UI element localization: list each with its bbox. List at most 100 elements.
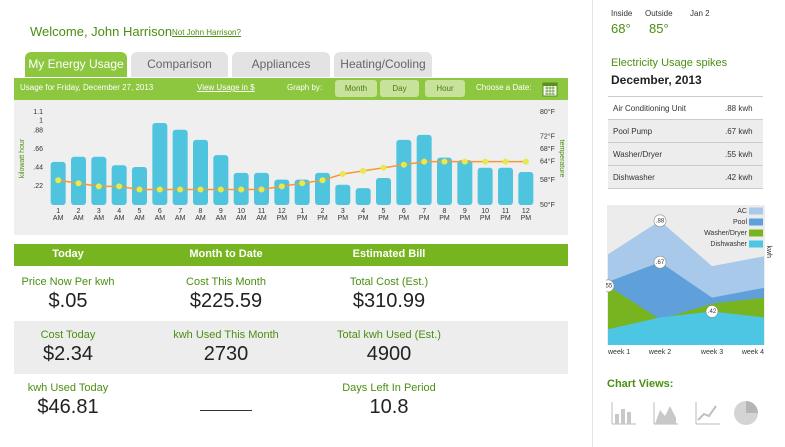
temperature-point bbox=[278, 183, 285, 190]
temperature-point bbox=[319, 177, 326, 184]
temperature-point bbox=[360, 167, 367, 174]
value-bubble bbox=[653, 214, 667, 228]
temperature-point bbox=[461, 158, 468, 165]
spike-name: Pool Pump bbox=[613, 127, 653, 136]
summary-header bbox=[14, 244, 568, 266]
y2-tick-label: 80°F bbox=[540, 108, 555, 116]
value-label: .67 bbox=[656, 260, 665, 266]
temperature-point bbox=[339, 171, 346, 177]
empty-value-dash bbox=[200, 410, 252, 411]
legend-label: Dishwasher bbox=[710, 241, 747, 248]
x-tick-label: 11 PM bbox=[500, 208, 511, 222]
metric-label: Cost This Month bbox=[186, 276, 266, 288]
not-user-link[interactable]: Not John Harrison? bbox=[172, 28, 241, 37]
table-rule bbox=[608, 96, 763, 97]
bar-view-icon[interactable] bbox=[611, 402, 636, 425]
spikes-title: Electricity Usage spikes bbox=[611, 57, 728, 69]
x-tick-label: 6 PM bbox=[398, 208, 410, 222]
summary-row-band bbox=[14, 321, 568, 374]
spike-row: Pool Pump .67 kwh bbox=[608, 120, 763, 143]
x-tick-label: 6 AM bbox=[154, 208, 166, 222]
pie-view-icon[interactable] bbox=[734, 401, 758, 425]
x-tick-label: 2 PM bbox=[317, 208, 328, 222]
metric-label: Total kwh Used (Est.) bbox=[337, 329, 441, 341]
legend-label: Washer/Dryer bbox=[704, 230, 748, 237]
chart-views-title: Chart Views: bbox=[607, 378, 674, 390]
value-label: .55 bbox=[606, 283, 613, 289]
area-view-icon[interactable] bbox=[653, 402, 678, 425]
metric-value: 4900 bbox=[366, 343, 412, 365]
calendar-icon[interactable] bbox=[542, 81, 558, 97]
metric-label: Total Cost (Est.) bbox=[349, 276, 429, 288]
x-tick-label: week 3 bbox=[700, 349, 723, 356]
x-tick-label: 4 AM bbox=[113, 208, 125, 222]
x-tick-label: 11 AM bbox=[256, 208, 267, 222]
legend-swatch bbox=[749, 218, 763, 226]
temperature-point bbox=[136, 186, 143, 193]
graph-button[interactable]: Day bbox=[380, 80, 419, 97]
bar bbox=[91, 156, 107, 205]
toolbar: Usage for Friday, December 27, 2013 View… bbox=[14, 78, 568, 100]
y-tick-label: .22 bbox=[33, 183, 43, 190]
x-tick-label: 2 AM bbox=[73, 208, 84, 222]
metric-value: $46.81 bbox=[37, 396, 99, 418]
x-tick-label: 5 AM bbox=[134, 208, 145, 222]
x-tick-label: week 2 bbox=[648, 349, 671, 356]
spike-row: Air Conditioning Unit .88 kwh bbox=[608, 97, 763, 120]
bar bbox=[437, 157, 452, 205]
x-tick-label: 8 AM bbox=[195, 208, 206, 222]
x-tick-label: 10 PM bbox=[479, 208, 491, 222]
spike-row: Washer/Dryer .55 kwh bbox=[608, 143, 763, 166]
x-tick-label: 3 PM bbox=[337, 208, 349, 222]
x-tick-label: 8 PM bbox=[439, 208, 450, 222]
metric-value: $310.99 bbox=[352, 290, 426, 312]
x-tick-label: 9 PM bbox=[459, 208, 471, 222]
temperature-point bbox=[55, 177, 62, 184]
tab[interactable]: Appliances bbox=[232, 52, 330, 77]
metric-label: Price Now Per kwh bbox=[21, 276, 115, 288]
bar bbox=[355, 188, 371, 205]
weather-value: 85° bbox=[649, 21, 669, 36]
graph-button[interactable]: Hour bbox=[425, 80, 465, 97]
metric-value: $225.59 bbox=[189, 290, 263, 312]
tab[interactable]: Heating/Cooling bbox=[334, 52, 432, 77]
divider bbox=[592, 0, 593, 447]
temperature-point bbox=[177, 186, 184, 193]
summary-header-label: Estimated Bill bbox=[352, 248, 426, 260]
welcome: Welcome, John Harrison bbox=[30, 24, 173, 39]
temperature-point bbox=[95, 183, 102, 190]
spike-name: Air Conditioning Unit bbox=[613, 104, 686, 113]
metric-value: $.05 bbox=[48, 290, 88, 312]
summary-header-label: Today bbox=[52, 248, 84, 260]
x-tick-label: 1 PM bbox=[296, 208, 308, 222]
chart-view-icons bbox=[611, 401, 758, 425]
temperature-point bbox=[421, 158, 428, 165]
line-view-icon[interactable] bbox=[695, 402, 720, 425]
metric-value: 2730 bbox=[203, 343, 249, 365]
bar bbox=[172, 129, 188, 205]
bar bbox=[213, 155, 229, 205]
bar bbox=[152, 122, 168, 205]
temperature-point bbox=[75, 180, 82, 187]
temperature-point bbox=[258, 186, 265, 193]
temperature-point bbox=[116, 183, 123, 190]
view-dollars-link[interactable]: View Usage in $ bbox=[197, 83, 255, 92]
temperature-point bbox=[238, 186, 245, 193]
y-tick-label: 1 bbox=[39, 117, 43, 124]
value-label: .88 bbox=[656, 218, 665, 224]
bar bbox=[193, 139, 208, 205]
temperature-point bbox=[400, 161, 407, 168]
tab[interactable]: My Energy Usage bbox=[25, 52, 127, 77]
x-tick-label: 9 AM bbox=[215, 208, 227, 222]
legend-swatch bbox=[749, 229, 763, 237]
tab[interactable]: Comparison bbox=[131, 52, 228, 77]
spike-name: Dishwasher bbox=[613, 173, 655, 182]
bar bbox=[416, 134, 432, 205]
x-tick-label: week 1 bbox=[607, 349, 630, 356]
spike-value: .55 kwh bbox=[725, 150, 753, 159]
bar bbox=[294, 179, 310, 205]
bar bbox=[518, 172, 534, 205]
bar bbox=[376, 177, 391, 205]
graph-button[interactable]: Month bbox=[335, 80, 377, 97]
summary-header-label: Month to Date bbox=[189, 248, 263, 260]
